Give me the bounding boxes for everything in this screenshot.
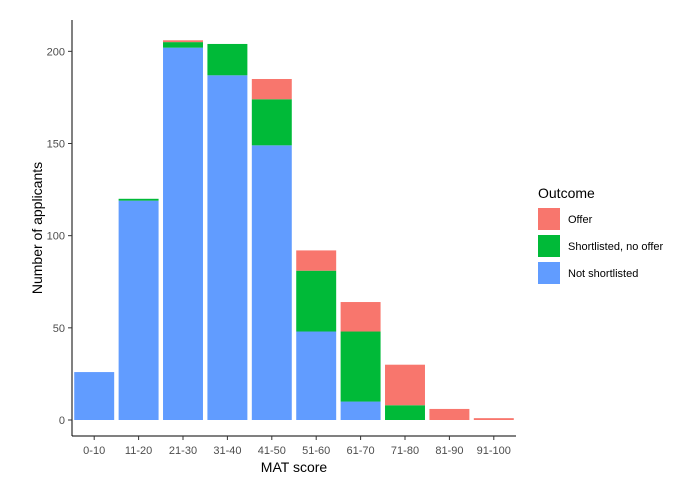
x-tick-label: 21-30	[169, 445, 197, 457]
bar-offer-81-90	[429, 408, 470, 420]
legend-label: Offer	[568, 214, 593, 226]
legend-title: Outcome	[538, 185, 595, 201]
x-tick-label: 11-20	[125, 445, 152, 457]
y-tick-label: 50	[53, 323, 65, 335]
y-ticks-group: 0 50 100 150 200	[47, 46, 72, 427]
bar-offer-61-70	[340, 302, 381, 332]
axes-group	[71, 20, 516, 437]
bar-shortlisted-no-offer-51-60	[296, 270, 337, 332]
bar-shortlisted-no-offer-41-50	[251, 99, 292, 146]
bars-group	[74, 40, 514, 421]
x-tick-label: 51-60	[302, 445, 330, 457]
bar-shortlisted-no-offer-31-40	[207, 43, 248, 76]
bar-not-shortlisted-11-20	[118, 200, 159, 420]
y-tick-label: 100	[47, 231, 65, 243]
bar-offer-21-30	[163, 40, 203, 43]
x-tick-label: 0-10	[83, 445, 105, 457]
x-tick-label: 41-50	[258, 445, 286, 457]
x-tick-label: 71-80	[391, 445, 419, 457]
legend-label: Not shortlisted	[568, 268, 638, 280]
y-tick-label: 200	[47, 46, 65, 58]
bar-not-shortlisted-61-70	[340, 401, 381, 420]
bar-not-shortlisted-41-50	[251, 145, 292, 420]
bar-not-shortlisted-21-30	[163, 47, 203, 421]
legend-key-not-shortlisted	[538, 262, 560, 284]
y-axis-title: Number of applicants	[29, 162, 45, 294]
x-axis-title: MAT score	[261, 459, 328, 475]
y-tick-label: 0	[59, 415, 65, 427]
bar-not-shortlisted-31-40	[207, 75, 248, 421]
legend-key-offer	[538, 208, 560, 230]
x-tick-label: 91-100	[477, 445, 511, 457]
bar-not-shortlisted-0-10	[74, 372, 115, 420]
x-tick-label: 61-70	[347, 445, 375, 457]
legend: Outcome Offer Shortlisted, no offer Not sh…	[538, 185, 664, 284]
bar-shortlisted-no-offer-21-30	[163, 42, 203, 48]
bar-not-shortlisted-51-60	[296, 331, 337, 420]
x-tick-label: 81-90	[435, 445, 463, 457]
bar-offer-41-50	[251, 78, 292, 100]
x-tick-label: 31-40	[213, 445, 241, 457]
bar-offer-71-80	[385, 364, 425, 406]
bar-shortlisted-no-offer-61-70	[340, 331, 381, 402]
bar-offer-91-100	[473, 418, 514, 420]
y-tick-label: 150	[47, 139, 65, 151]
bar-shortlisted-no-offer-71-80	[385, 405, 425, 420]
x-ticks-group: 0-10 11-20 21-30 31-40 41-50 51-60 61-70 71-80 8…	[83, 436, 511, 457]
bar-shortlisted-no-offer-11-20	[118, 198, 159, 201]
legend-key-shortlisted-no-offer	[538, 235, 560, 257]
legend-label: Shortlisted, no offer	[568, 241, 664, 253]
bar-offer-51-60	[296, 250, 337, 271]
